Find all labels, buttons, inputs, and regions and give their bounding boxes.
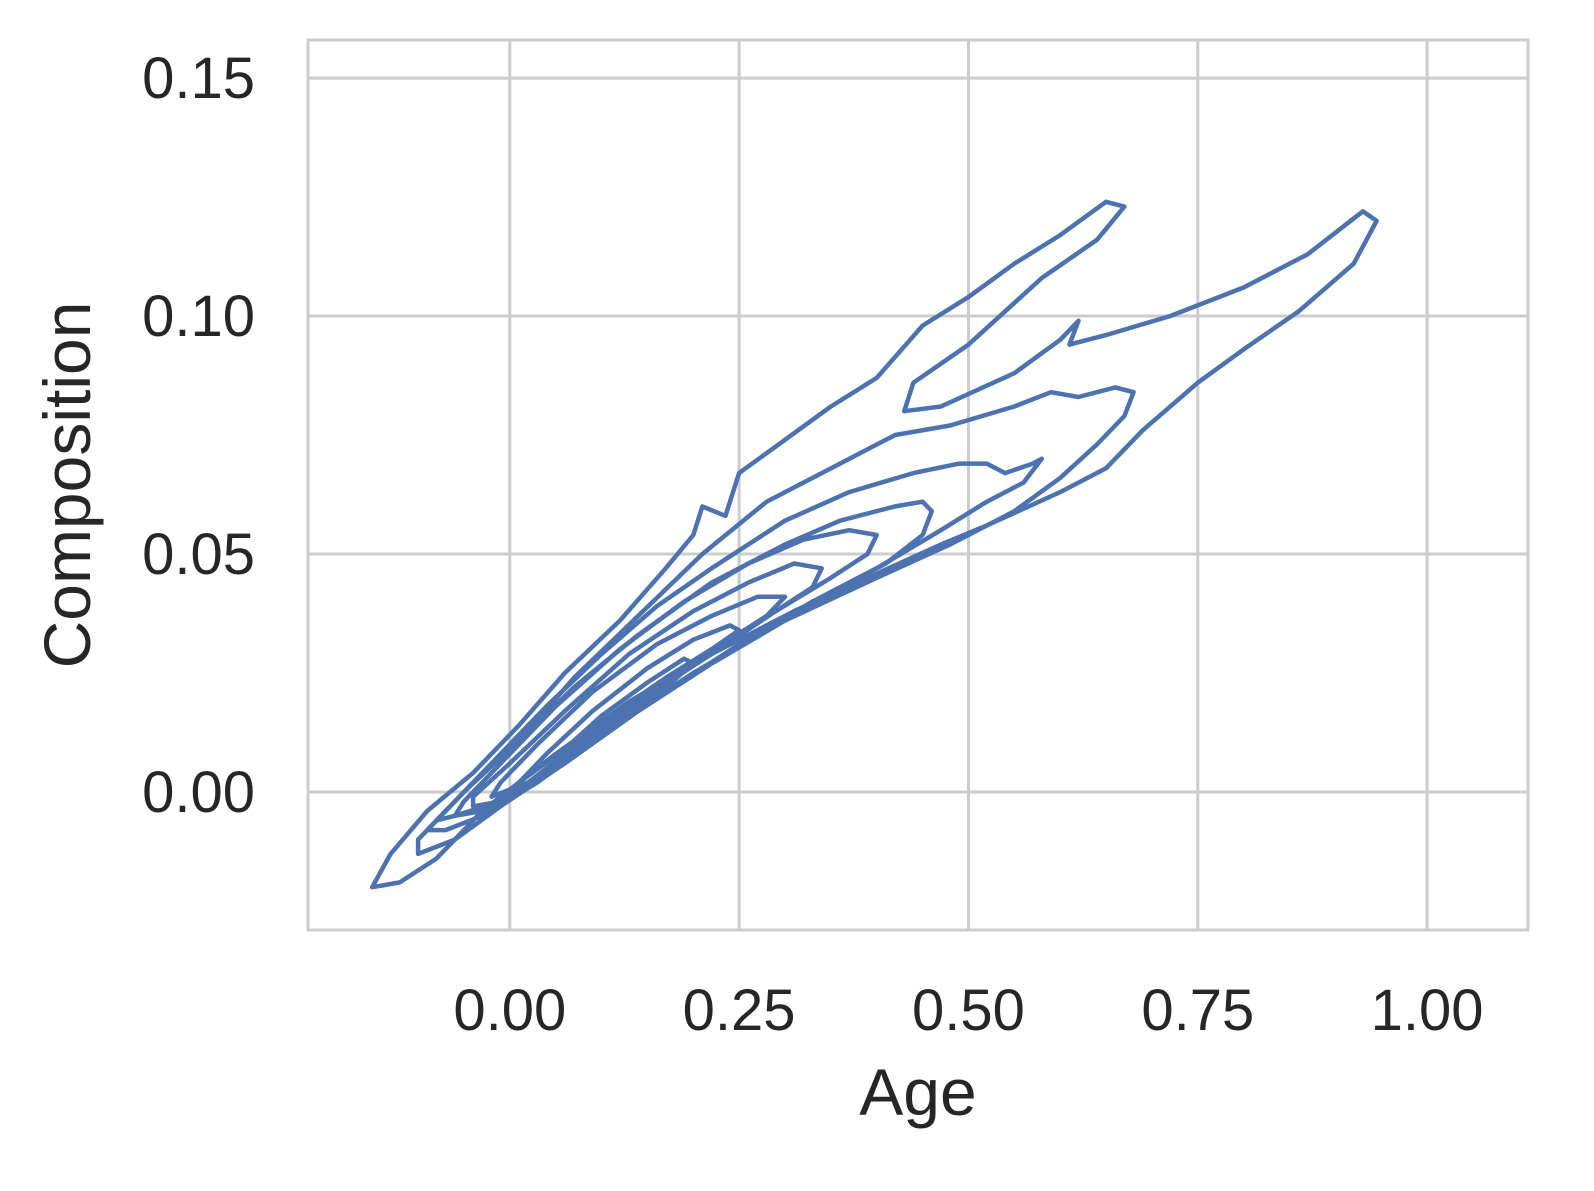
y-tick-label: 0.00 [142,760,255,825]
plot-frame [306,38,1530,932]
y-axis-label: Composition [30,302,104,669]
x-tick-label: 0.25 [683,978,796,1043]
x-tick-label: 1.00 [1371,978,1484,1043]
x-axis-label: Age [859,1055,976,1129]
y-tick-labels: 0.00 0.05 0.10 0.15 [142,46,255,825]
x-tick-labels: 0.00 0.25 0.50 0.75 1.00 [453,978,1483,1043]
x-tick-label: 0.75 [1141,978,1254,1043]
contour-line-level-1 [369,199,1379,890]
x-tick-label: 0.00 [453,978,566,1043]
contour-lines [369,199,1379,890]
contour-line-level-8 [516,623,742,785]
y-tick-label: 0.05 [142,522,255,587]
contour-line-level-9 [562,656,696,752]
y-tick-label: 0.10 [142,284,255,349]
y-tick-label: 0.15 [142,46,255,111]
x-tick-label: 0.50 [912,978,1025,1043]
